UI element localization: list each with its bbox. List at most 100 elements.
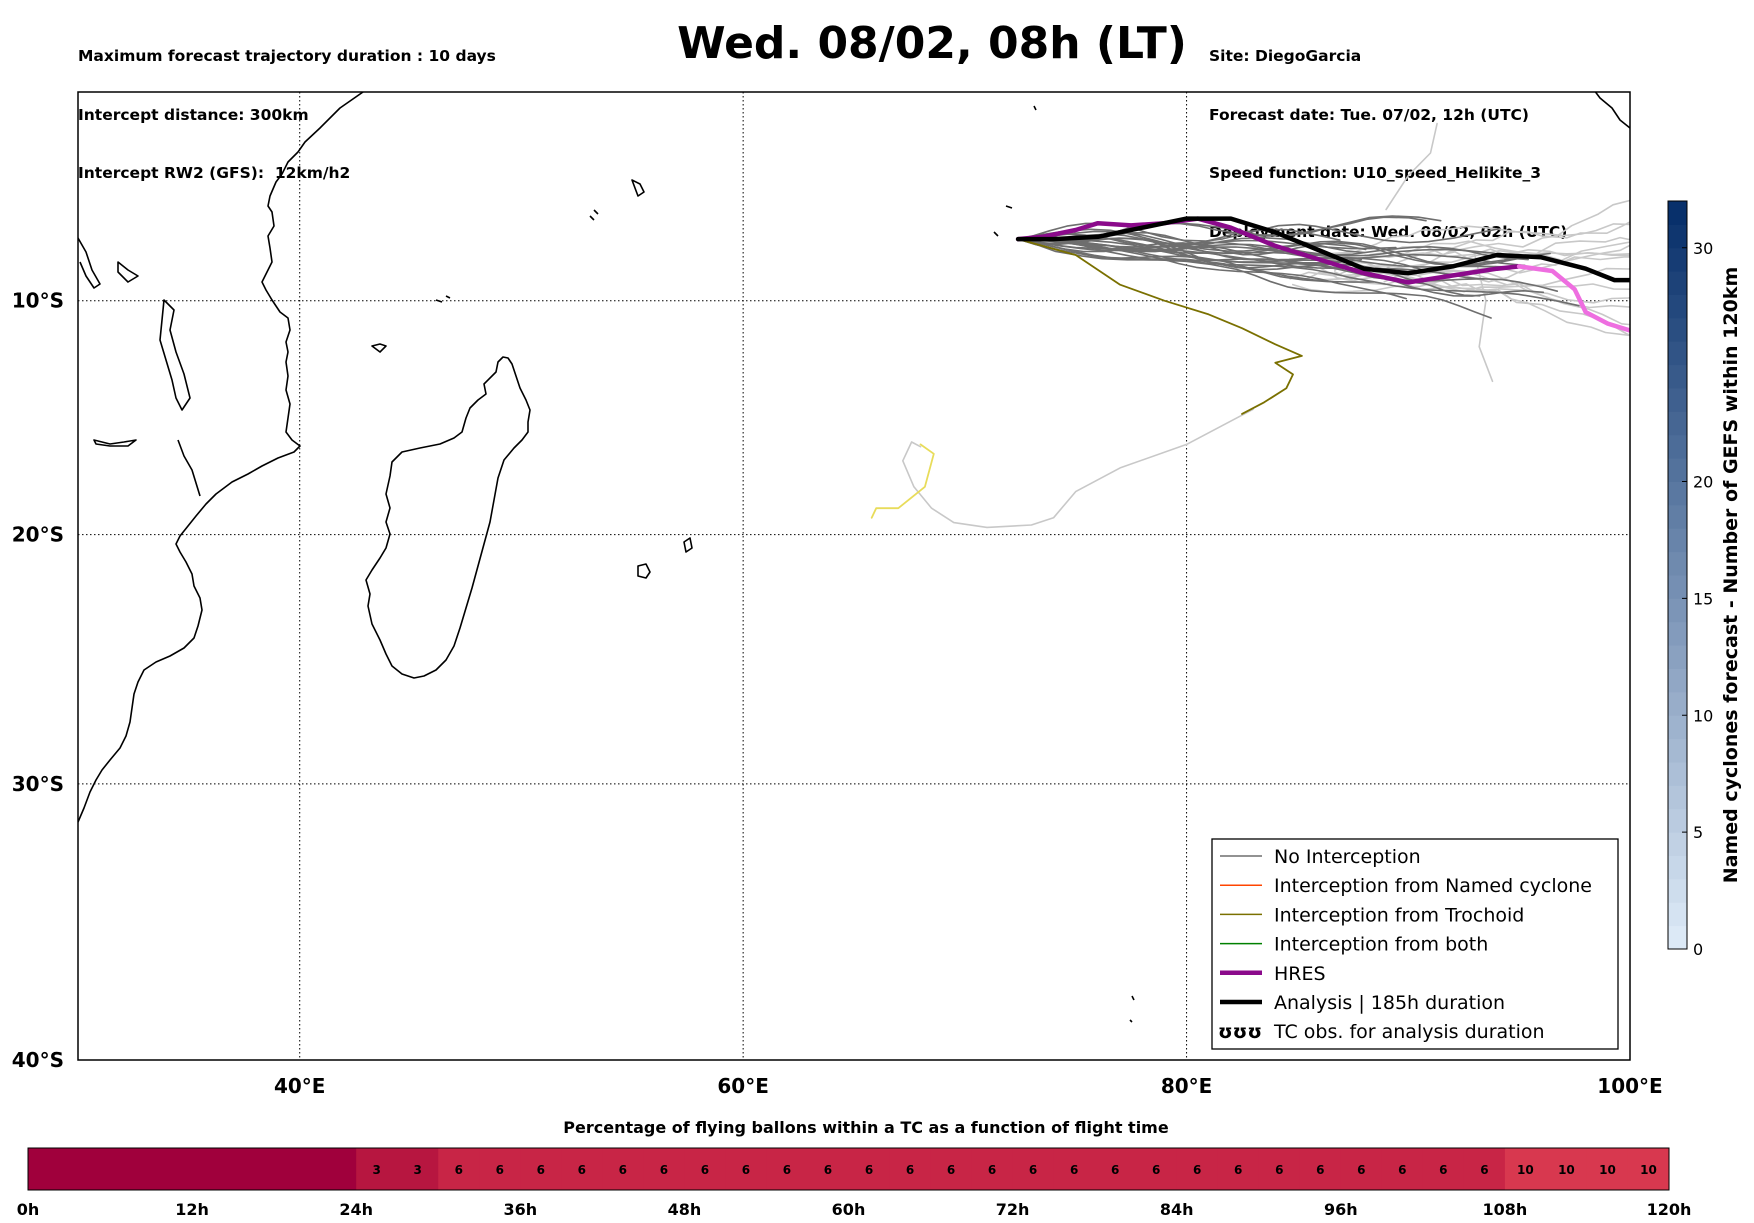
light-member-trajectories [902, 122, 1630, 529]
cyclone-colorbar: 0 5 10 15 20 30 Named cyclones forecast - Num… [1667, 200, 1742, 959]
balloon-bar-cell [643, 1148, 685, 1190]
legend-label: HRES [1274, 963, 1326, 985]
balloon-bar-cell [971, 1148, 1014, 1190]
max-duration-text: Maximum forecast trajectory duration : 1… [78, 47, 496, 65]
colorbar-cell [1668, 598, 1687, 623]
balloon-bar-value: 10 [1558, 1163, 1575, 1177]
colorbar-cell [1668, 925, 1687, 950]
light-member-path [1474, 254, 1494, 383]
balloon-bar-cell [151, 1148, 193, 1190]
colorbar-cell [1668, 878, 1687, 903]
balloon-bar-value: 6 [496, 1163, 504, 1177]
legend-label: TC obs. for analysis duration [1273, 1021, 1545, 1043]
trajectories [870, 122, 1630, 529]
light-member-path [1385, 122, 1438, 211]
colorbar-cell [1668, 458, 1687, 482]
balloon-bar-cell [1545, 1148, 1588, 1190]
balloon-bar-value: 10 [1599, 1163, 1616, 1177]
colorbar-cell [1668, 855, 1687, 880]
balloon-bar-cell [1217, 1148, 1260, 1190]
lon-tick-label: 60°E [717, 1074, 769, 1098]
balloon-bar-cell [889, 1148, 932, 1190]
balloon-bar-cell [1340, 1148, 1383, 1190]
balloon-bar-cell [356, 1148, 398, 1190]
balloon-bar-value: 6 [1193, 1163, 1201, 1177]
colorbar-cell [1668, 247, 1687, 272]
balloon-bar-frame [27, 1147, 1670, 1191]
legend-label: No Interception [1274, 846, 1421, 868]
balloon-bar-cell [602, 1148, 644, 1190]
colorbar-cell [1668, 808, 1687, 833]
island-chain [435, 209, 599, 303]
colorbar-cell [1668, 224, 1687, 249]
colorbar-cell [1668, 341, 1687, 366]
balloon-bar-value: 3 [373, 1163, 381, 1177]
balloon-bar-cell [1381, 1148, 1424, 1190]
balloon-bar-cell [1463, 1148, 1506, 1190]
lon-tick-label: 80°E [1161, 1074, 1213, 1098]
light-member-path [902, 408, 1254, 529]
coast-fragment [117, 261, 139, 283]
balloon-bar-cell [520, 1148, 562, 1190]
island-fragment [1033, 92, 1630, 129]
balloon-bar-tick-label: 84h [1160, 1200, 1194, 1219]
coastlines [78, 92, 1630, 1023]
no-interception-path [1017, 238, 1507, 268]
balloon-bar-value: 6 [1316, 1163, 1324, 1177]
seychelles-island [631, 179, 645, 197]
yellow-member-trajectory [870, 443, 935, 519]
colorbar-cell [1668, 294, 1687, 319]
colorbar-cell [1668, 504, 1687, 529]
speed-function-text: Speed function: U10_speed_Helikite_3 [1209, 164, 1542, 182]
legend-box [1211, 838, 1619, 1050]
colorbar-cell [1668, 762, 1687, 786]
colorbar-tick-label: 15 [1693, 589, 1713, 608]
madagascar-coastline [365, 356, 531, 679]
balloon-bar-tick-label: 96h [1324, 1200, 1358, 1219]
legend-label: Interception from Named cyclone [1274, 875, 1592, 897]
colorbar-cell [1668, 715, 1687, 740]
colorbar-label: Named cyclones forecast - Number of GEFS… [1720, 267, 1742, 884]
colorbar-cell [1668, 575, 1687, 599]
balloon-bar-tick-label: 72h [996, 1200, 1030, 1219]
light-member-path [1319, 267, 1630, 337]
legend-label: Interception from Trochoid [1274, 904, 1524, 926]
header-left-info: Maximum forecast trajectory duration : 1… [78, 8, 496, 203]
coast-fragment [177, 439, 201, 497]
balloon-bar-title: Percentage of flying ballons within a TC… [563, 1118, 1169, 1137]
balloon-bar-value: 3 [414, 1163, 422, 1177]
map-frame [77, 91, 1631, 1061]
no-interception-path [1017, 238, 1375, 283]
colorbar-cell [1668, 201, 1687, 225]
balloon-bar-cell [1586, 1148, 1629, 1190]
balloon-bar-value: 6 [1480, 1163, 1488, 1177]
colorbar-cell [1668, 388, 1687, 412]
balloon-bar-value: 6 [988, 1163, 996, 1177]
analysis-trajectory [1015, 216, 1630, 283]
balloon-bar-cell [561, 1148, 603, 1190]
colorbar-cell [1668, 528, 1687, 553]
balloon-bar-value: 6 [660, 1163, 668, 1177]
comoros-island [371, 343, 387, 353]
colorbar-tick-label: 10 [1693, 706, 1713, 725]
balloon-percentage-bar: Percentage of flying ballons within a TC… [17, 1118, 1692, 1219]
colorbar-frame [1667, 200, 1688, 950]
balloon-bar-cell [1135, 1148, 1178, 1190]
balloon-bar-value: 6 [1234, 1163, 1242, 1177]
no-interception-path [1017, 238, 1407, 300]
balloon-bar-value: 6 [1111, 1163, 1119, 1177]
balloon-bar-value: 6 [1152, 1163, 1160, 1177]
balloon-bar-cell [1053, 1148, 1096, 1190]
colorbar-cell [1668, 364, 1687, 389]
lat-tick-label: 40°S [12, 1048, 64, 1072]
balloon-bar-cell [192, 1148, 234, 1190]
balloon-bar-cell [28, 1148, 70, 1190]
legend-label: Interception from both [1274, 934, 1488, 956]
balloon-bar-cell [1627, 1148, 1670, 1190]
page-title: Wed. 08/02, 08h (LT) [677, 18, 1187, 69]
colorbar-cell [1668, 551, 1687, 576]
lat-tick-label: 20°S [12, 523, 64, 547]
balloon-bar-tick-label: 24h [339, 1200, 373, 1219]
longitude-labels: 40°E 60°E 80°E 100°E [274, 1074, 1663, 1098]
